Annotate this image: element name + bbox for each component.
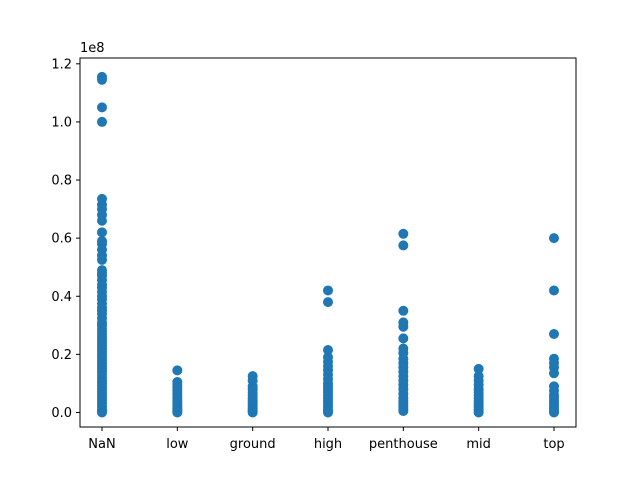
data-point-top-6 — [549, 368, 559, 379]
x-tick-label-mid: mid — [466, 437, 491, 452]
data-point-penthouse-4 — [398, 321, 409, 332]
data-point-top-2 — [549, 329, 559, 340]
x-tick-label-penthouse: penthouse — [369, 437, 438, 452]
points-layer — [97, 71, 559, 418]
data-point-penthouse-22 — [398, 406, 409, 417]
data-point-nan-14 — [97, 254, 107, 265]
x-tick-label-nan: NaN — [88, 437, 115, 452]
y-tick-label-1: 0.2 — [51, 348, 72, 363]
y-tick-label-3: 0.6 — [51, 232, 72, 247]
data-point-high-2 — [323, 345, 333, 356]
y-tick-label-5: 1.0 — [51, 115, 72, 130]
data-point-high-20 — [323, 407, 333, 418]
data-point-mid-0 — [473, 363, 484, 374]
data-point-top-1 — [549, 285, 559, 296]
y-tick-label-0: 0.0 — [51, 406, 72, 421]
x-tick-label-top: top — [543, 437, 564, 452]
data-point-nan-61 — [97, 407, 107, 418]
x-axis: NaN low ground high penthouse mid top — [88, 427, 565, 452]
data-point-ground-14 — [247, 407, 258, 418]
data-point-penthouse-5 — [398, 333, 409, 344]
data-point-low-0 — [172, 365, 183, 376]
data-point-nan-1 — [97, 74, 107, 85]
data-point-top-16 — [549, 407, 559, 418]
data-point-penthouse-2 — [398, 305, 409, 316]
y-tick-label-4: 0.8 — [51, 174, 72, 189]
x-tick-label-ground: ground — [230, 437, 276, 452]
data-point-nan-2 — [97, 102, 107, 113]
y-tick-label-2: 0.4 — [51, 290, 72, 305]
y-axis: 0.0 0.2 0.4 0.6 0.8 1.0 1.2 — [51, 57, 80, 421]
data-point-top-0 — [549, 233, 559, 244]
data-point-nan-8 — [97, 215, 107, 226]
x-tick-label-high: high — [314, 437, 342, 452]
y-tick-label-6: 1.2 — [51, 57, 72, 72]
data-point-low-15 — [172, 407, 183, 418]
data-point-nan-9 — [97, 227, 107, 238]
data-point-nan-3 — [97, 116, 107, 127]
x-tick-label-low: low — [166, 437, 189, 452]
data-point-high-1 — [323, 297, 333, 308]
data-point-penthouse-0 — [398, 228, 409, 239]
data-point-penthouse-1 — [398, 240, 409, 251]
data-point-mid-14 — [473, 407, 484, 418]
y-axis-offset-label: 1e8 — [80, 41, 105, 56]
data-point-high-0 — [323, 285, 333, 296]
